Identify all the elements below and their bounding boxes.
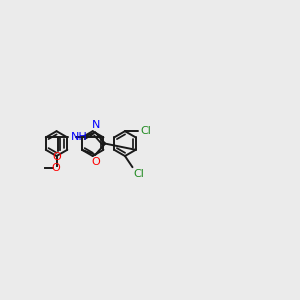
Text: O: O <box>53 152 62 162</box>
Text: O: O <box>92 157 100 167</box>
Text: O: O <box>51 163 60 173</box>
Text: NH: NH <box>70 132 87 142</box>
Text: Cl: Cl <box>134 169 144 179</box>
Text: N: N <box>92 120 100 130</box>
Text: Cl: Cl <box>140 126 151 136</box>
